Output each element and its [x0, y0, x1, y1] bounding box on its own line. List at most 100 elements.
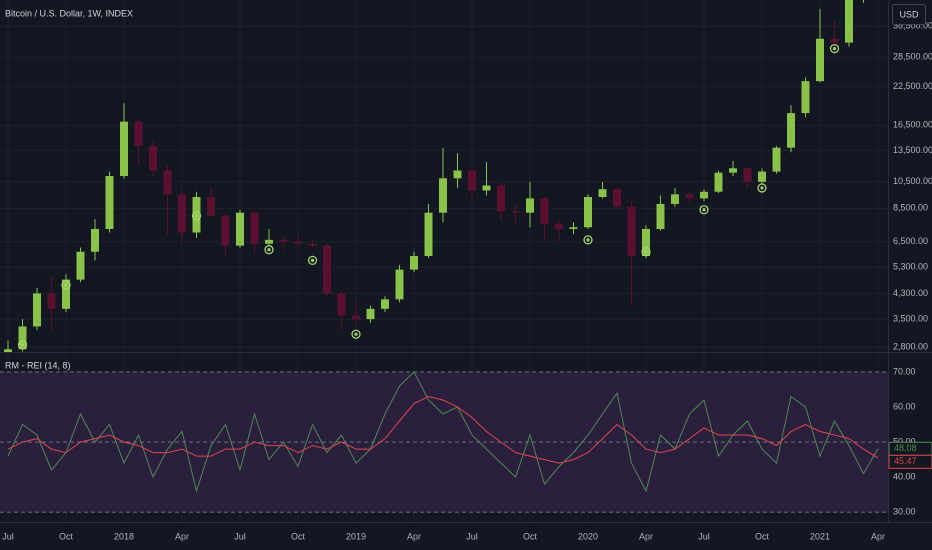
candle-body [33, 293, 41, 327]
candle-body [555, 223, 563, 229]
y-tick-label: 8,500.00 [893, 203, 928, 213]
x-tick-label: Jul [698, 531, 710, 541]
y-tick-label: 10,500.00 [893, 176, 932, 186]
x-tick-label: Jul [2, 531, 14, 541]
y-tick-label: 70.00 [893, 366, 916, 376]
candle-body [627, 206, 636, 256]
signal-marker [641, 247, 651, 257]
signal-dot [832, 46, 837, 51]
candle-body [352, 315, 360, 320]
indicator-band [0, 371, 888, 513]
candle-body [584, 197, 592, 228]
signal-dot [20, 343, 25, 347]
indicator-title: RM - REI (14, 8) [5, 360, 71, 370]
signal-dot [586, 238, 590, 242]
chart-title: Bitcoin / U.S. Dollar, 1W, INDEX [5, 8, 133, 18]
candle-body [497, 185, 505, 212]
candle-body [743, 168, 752, 182]
signal-dot [644, 250, 648, 254]
candle-body [163, 170, 172, 195]
y-tick-label: 13,500.00 [893, 145, 932, 155]
candle-body [381, 299, 389, 309]
signal-marker [829, 43, 840, 54]
signal-dot [194, 214, 199, 218]
signal-dot [354, 332, 358, 336]
x-tick-label: Jul [234, 531, 246, 541]
candle-body [76, 251, 85, 280]
signal-marker [191, 211, 202, 221]
y-tick-label: 40.00 [893, 471, 916, 481]
candle-body [642, 228, 650, 256]
candle-body [134, 121, 143, 146]
x-tick-label: 2020 [578, 531, 598, 541]
signal-dot [760, 186, 764, 190]
candle-body [236, 212, 244, 246]
candle-body [91, 228, 99, 252]
signal-marker [699, 205, 709, 215]
candle-body [569, 227, 578, 229]
candle-body [424, 212, 433, 256]
indicator-line [7, 395, 879, 464]
candle-body [540, 198, 549, 224]
candle-body [294, 241, 302, 244]
x-tick-label: Apr [871, 531, 885, 541]
currency-label[interactable]: USD [899, 9, 919, 19]
candle-body [613, 189, 621, 207]
candle-body [439, 178, 447, 213]
candle-body [366, 308, 375, 320]
candle-body [250, 212, 259, 244]
candle-body [47, 293, 56, 309]
candle-body [395, 269, 404, 300]
candle-body [729, 168, 737, 173]
x-tick-label: 2021 [810, 531, 830, 541]
candle-body [279, 239, 288, 242]
candle-body [149, 145, 157, 171]
y-tick-label: 30.00 [893, 507, 916, 517]
signal-dot [310, 258, 315, 262]
currency-box[interactable] [892, 4, 926, 25]
x-tick-label: Oct [291, 531, 306, 541]
price-pane [4, 0, 864, 352]
candle-body [105, 176, 114, 229]
signal-dot [64, 283, 68, 287]
y-tick-label: 22,500.00 [893, 81, 932, 91]
candle-body [410, 255, 418, 270]
candle-body [221, 215, 230, 246]
x-tick-label: Apr [639, 531, 653, 541]
y-tick-label: 60.00 [893, 401, 916, 411]
y-tick-label: 4,300.00 [893, 288, 928, 298]
candle-body [598, 189, 607, 198]
y-tick-label: 3,500.00 [893, 313, 928, 323]
candle-body [787, 113, 795, 148]
candle-body [323, 245, 331, 294]
signal-marker [583, 235, 593, 245]
x-tick-label: Jul [466, 531, 478, 541]
candle-body [453, 170, 462, 179]
y-tick-label: 50.00 [893, 436, 916, 446]
candle-body [468, 170, 476, 191]
x-tick-label: Oct [755, 531, 770, 541]
candle-body [758, 171, 766, 182]
candle-body [714, 172, 723, 192]
candle-body [685, 194, 694, 199]
candle-body [482, 185, 491, 191]
candle-body [308, 243, 317, 246]
x-tick-label: Oct [523, 531, 538, 541]
y-tick-label: 5,300.00 [893, 262, 928, 272]
candle-body [816, 38, 824, 82]
signal-marker [351, 329, 361, 339]
signal-marker [757, 183, 767, 193]
candle-body [656, 203, 665, 229]
candle-body [178, 194, 186, 233]
last-value-label: 45.47 [894, 456, 917, 466]
candle-body [4, 349, 12, 352]
candle-body [62, 279, 70, 309]
signal-marker [264, 245, 274, 255]
y-tick-label: 16,500.00 [893, 120, 932, 130]
y-tick-label: 6,500.00 [893, 236, 928, 246]
candle-body [845, 0, 853, 43]
candle-body [207, 197, 215, 216]
candle-body [120, 121, 128, 177]
last-value-box [888, 454, 932, 469]
signal-marker [61, 280, 71, 290]
